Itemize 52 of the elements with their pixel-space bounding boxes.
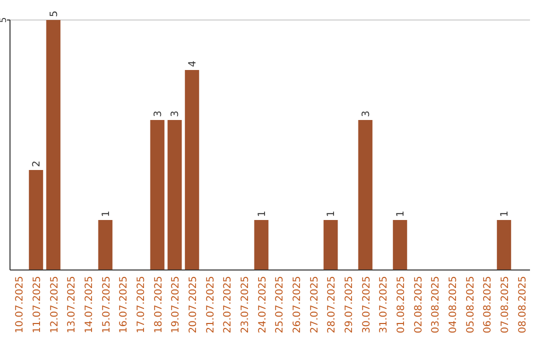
x-tick-label: 02.08.2025: [413, 276, 424, 334]
x-tick-label: 28.07.2025: [326, 276, 338, 334]
x-tick-label: 07.08.2025: [500, 276, 511, 334]
x-tick-label: 29.07.2025: [344, 276, 355, 334]
data-label: 3: [152, 110, 164, 117]
x-tick-label: 25.07.2025: [274, 276, 286, 334]
data-label: 1: [100, 210, 112, 217]
data-label: 2: [32, 160, 42, 167]
bar: [168, 120, 182, 270]
x-tick-label: 11.07.2025: [32, 276, 43, 334]
bar: [254, 220, 268, 270]
x-tick-label: 15.07.2025: [101, 276, 112, 334]
x-tick-label: 13.07.2025: [66, 276, 78, 334]
data-label: 3: [170, 110, 182, 117]
x-tick-label: 19.07.2025: [170, 276, 182, 334]
x-tick-label: 06.08.2025: [482, 276, 494, 334]
x-tick-label: 24.07.2025: [257, 276, 268, 334]
data-label: 5: [48, 10, 60, 17]
bar: [184, 70, 200, 270]
x-tick-label: 31.07.2025: [378, 276, 390, 334]
x-tick-label: 23.07.2025: [240, 276, 251, 334]
x-tick-label: 27.07.2025: [309, 276, 320, 334]
data-label: 1: [326, 210, 338, 217]
bar: [392, 220, 408, 270]
bar: [28, 170, 44, 270]
x-tick-label: 04.08.2025: [448, 276, 459, 334]
data-label: 4: [188, 60, 198, 67]
x-tick-label: 20.07.2025: [188, 276, 199, 334]
x-tick-label: 22.07.2025: [222, 276, 234, 334]
x-tick-label: 16.07.2025: [118, 276, 130, 334]
bar: [496, 220, 512, 270]
x-tick-label: 17.07.2025: [136, 276, 147, 334]
bar: [324, 220, 338, 270]
x-tick-label: 05.08.2025: [465, 276, 476, 334]
x-tick-label: 12.07.2025: [49, 276, 60, 334]
x-tick-label: 03.08.2025: [430, 276, 442, 334]
x-tick-label: 14.07.2025: [84, 276, 95, 334]
x-tick-label: 18.07.2025: [153, 276, 164, 334]
data-label: 1: [396, 210, 406, 217]
x-tick-label: 08.08.2025: [517, 276, 528, 334]
data-label: 1: [500, 210, 510, 217]
data-label: 1: [256, 210, 268, 217]
x-tick-label: 21.07.2025: [205, 276, 216, 334]
bar: [358, 120, 372, 270]
x-tick-label: 26.07.2025: [292, 276, 303, 334]
x-tick-label: 01.08.2025: [396, 276, 407, 334]
x-tick-label: 30.07.2025: [361, 276, 372, 334]
bar: [46, 20, 60, 270]
bar: [150, 120, 164, 270]
data-label: 3: [360, 110, 372, 117]
bar: [98, 220, 112, 270]
x-tick-label: 10.07.2025: [14, 276, 26, 334]
